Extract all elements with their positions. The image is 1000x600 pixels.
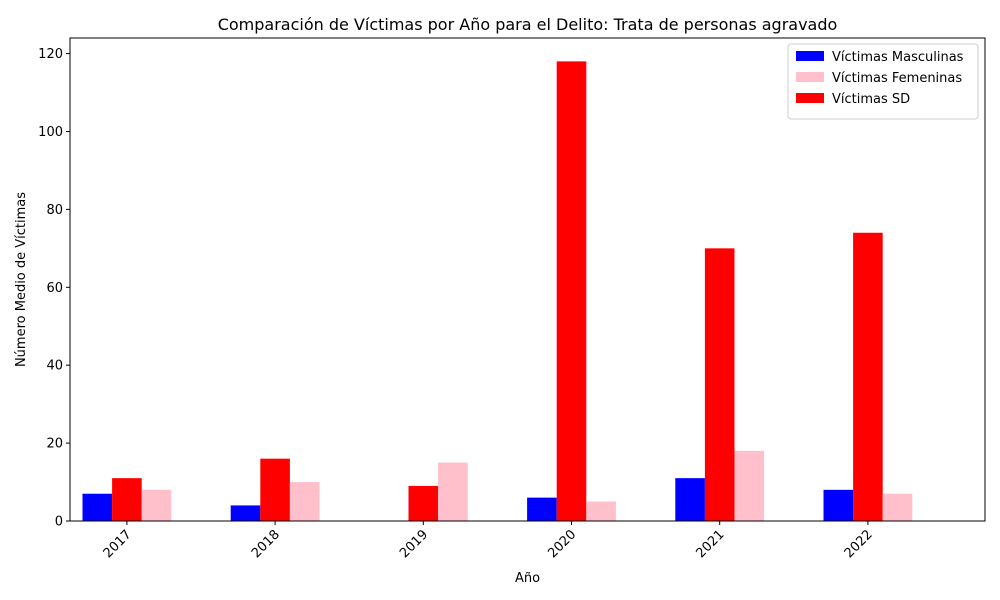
chart-title: Comparación de Víctimas por Año para el …	[218, 15, 838, 34]
y-tick-label: 40	[46, 359, 63, 374]
y-tick-label: 120	[38, 47, 63, 62]
x-axis-label: Año	[515, 571, 540, 586]
bar-victimas-sd-2017	[112, 478, 142, 521]
bar-victimas-sd-2018	[260, 458, 290, 521]
x-tick-label: 2019	[397, 527, 431, 561]
plot-frame	[69, 37, 986, 522]
y-axis-label: Número Medio de Víctimas	[14, 192, 29, 367]
legend-swatch-victimas-sd	[796, 93, 824, 103]
bar-victimas-sd-2019	[408, 485, 439, 521]
bar-victimas-masculinas-2018	[230, 505, 261, 521]
bar-victimas-sd-2021	[704, 248, 735, 521]
bars-group	[82, 61, 913, 522]
bar-victimas-masculinas-2021	[675, 478, 705, 521]
legend-swatch-victimas-femeninas	[796, 72, 824, 82]
y-axis: 0 20 40 60 80 100 120	[38, 47, 70, 530]
bar-victimas-sd-2020	[556, 61, 587, 521]
y-tick-label: 80	[46, 203, 63, 218]
x-tick-label: 2022	[842, 527, 876, 561]
bar-victimas-masculinas-2022	[823, 489, 854, 521]
x-axis: 2017 2018 2019 2020 2021 2022	[101, 521, 876, 561]
x-tick-label: 2017	[101, 527, 135, 561]
bar-victimas-sd-2022	[853, 232, 883, 522]
x-tick-label: 2021	[694, 527, 728, 561]
bar-victimas-masculinas-2017	[82, 493, 113, 521]
legend-box	[787, 43, 979, 120]
bar-victimas-femeninas-2019	[438, 462, 468, 521]
bar-victimas-masculinas-2020	[527, 497, 557, 521]
legend-swatch-victimas-masculinas	[796, 51, 824, 61]
legend-label-victimas-femeninas: Víctimas Femeninas	[832, 71, 962, 86]
legend-label-victimas-masculinas: Víctimas Masculinas	[832, 50, 964, 65]
bar-victimas-femeninas-2018	[289, 482, 320, 521]
legend-label-victimas-sd: Víctimas SD	[832, 92, 910, 107]
y-tick-label: 100	[38, 125, 63, 140]
bar-victimas-femeninas-2021	[734, 450, 765, 521]
y-tick-label: 60	[46, 281, 63, 296]
bar-victimas-femeninas-2017	[141, 489, 172, 521]
y-tick-label: 20	[46, 437, 63, 452]
bar-victimas-femeninas-2022	[882, 493, 913, 521]
y-tick-label: 0	[55, 515, 63, 530]
x-tick-label: 2020	[545, 527, 579, 561]
x-tick-label: 2018	[249, 527, 283, 561]
legend: Víctimas Masculinas Víctimas Femeninas Víc…	[787, 43, 979, 120]
bar-victimas-femeninas-2020	[586, 501, 616, 521]
